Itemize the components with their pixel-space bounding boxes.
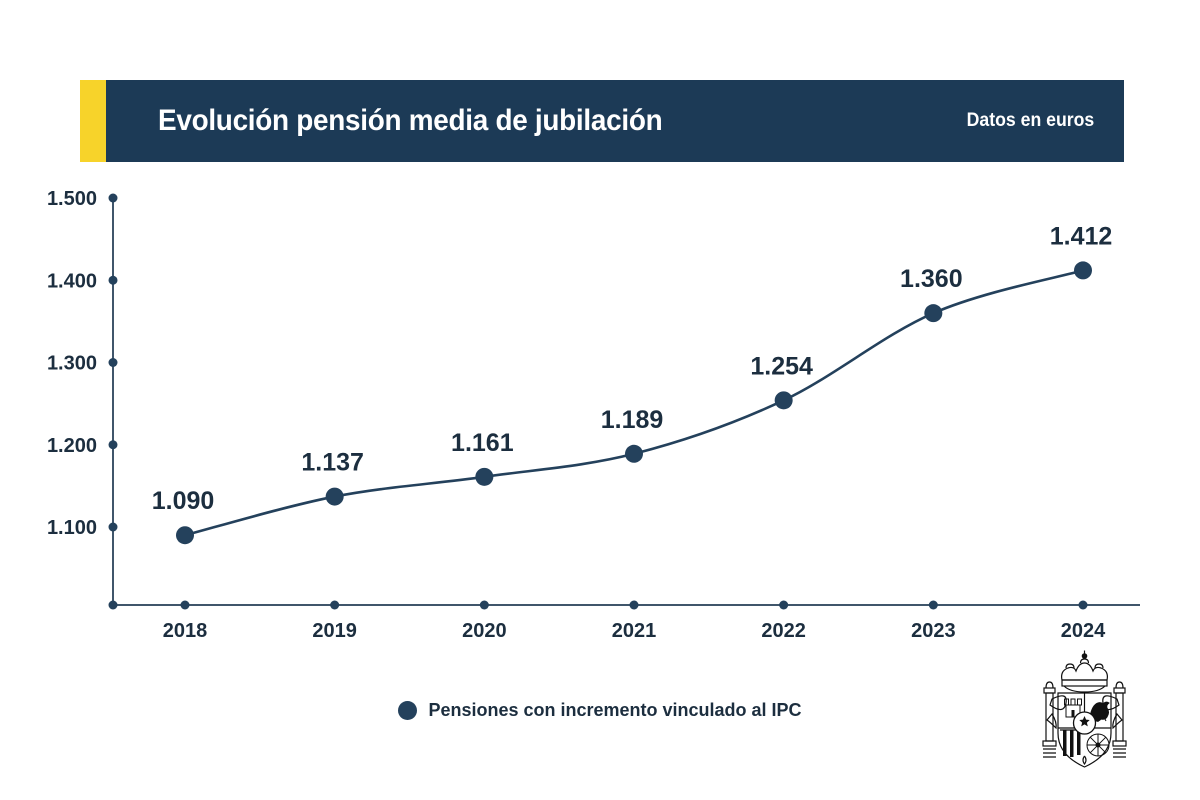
- y-axis-tick-label: 1.400: [47, 270, 97, 292]
- data-point-label: 1.161: [451, 429, 514, 457]
- header-body: Evolución pensión media de jubilación Da…: [106, 80, 1124, 162]
- data-point-label: 1.189: [601, 406, 664, 434]
- x-axis-tick-marker: [479, 600, 489, 610]
- y-axis-tick-marker: [108, 440, 118, 450]
- x-axis-tick-label: 2024: [1061, 620, 1106, 642]
- legend-item-label: Pensiones con incremento vinculado al IP…: [428, 700, 802, 720]
- data-point-marker[interactable]: [325, 487, 344, 506]
- x-axis-tick-label: 2022: [761, 620, 806, 642]
- y-axis-tick-label: 1.100: [47, 517, 97, 539]
- x-axis-tick-marker: [928, 600, 938, 610]
- x-axis-tick-marker: [779, 600, 789, 610]
- page-title: Evolución pensión media de jubilación: [158, 104, 663, 137]
- data-point-marker[interactable]: [774, 391, 793, 410]
- series-line: [183, 269, 1085, 537]
- data-point-label: 1.137: [301, 449, 364, 477]
- x-axis-tick-label: 2023: [911, 620, 956, 642]
- data-point-label: 1.360: [900, 265, 963, 293]
- x-axis: 2018 2019 2020 2021 2022 2023 2024: [108, 600, 1140, 642]
- y-axis: 1.100 1.200 1.300 1.400 1.500: [47, 188, 118, 605]
- legend-marker-icon: [398, 701, 418, 720]
- header-units-label: Datos en euros: [966, 110, 1094, 131]
- data-labels: 1.090 1.137 1.161 1.189 1.254 1.360 1.412: [152, 222, 1113, 515]
- chart-container: 1.100 1.200 1.300 1.400 1.500 2018 2019 2020 20…: [0, 160, 1200, 660]
- data-point-marker[interactable]: [176, 526, 194, 545]
- y-axis-tick-marker: [108, 358, 118, 367]
- header-accent-stripe: [80, 80, 106, 162]
- data-point-marker[interactable]: [924, 304, 943, 323]
- y-axis-tick-label: 1.500: [47, 188, 97, 210]
- x-axis-tick-label: 2021: [612, 620, 657, 642]
- data-point-marker[interactable]: [1074, 261, 1092, 280]
- data-point-marker[interactable]: [475, 467, 494, 486]
- x-axis-tick-marker: [180, 600, 190, 610]
- data-point-label: 1.090: [152, 487, 215, 515]
- legend-item: Pensiones con incremento vinculado al IP…: [398, 700, 802, 721]
- y-axis-tick-marker: [108, 522, 118, 532]
- data-point-marker[interactable]: [625, 444, 643, 463]
- y-axis-tick-marker: [108, 193, 118, 203]
- data-point-label: 1.412: [1050, 222, 1113, 250]
- y-axis-tick-label: 1.200: [47, 435, 97, 457]
- x-axis-tick-label: 2020: [462, 620, 507, 642]
- data-series: [176, 261, 1092, 545]
- x-axis-tick-marker: [629, 600, 639, 610]
- header-bar: Evolución pensión media de jubilación Da…: [80, 80, 1124, 162]
- data-point-label: 1.254: [750, 352, 813, 380]
- chart-legend: Pensiones con incremento vinculado al IP…: [0, 700, 1200, 721]
- escudo-de-espana-icon: [1022, 650, 1147, 775]
- x-axis-tick-marker: [330, 600, 340, 610]
- y-axis-tick-label: 1.300: [47, 353, 97, 375]
- x-axis-tick-label: 2019: [312, 620, 357, 642]
- y-axis-tick-marker: [108, 275, 118, 285]
- axis-origin-marker: [108, 600, 118, 610]
- x-axis-tick-marker: [1078, 600, 1088, 610]
- x-axis-tick-label: 2018: [163, 620, 208, 642]
